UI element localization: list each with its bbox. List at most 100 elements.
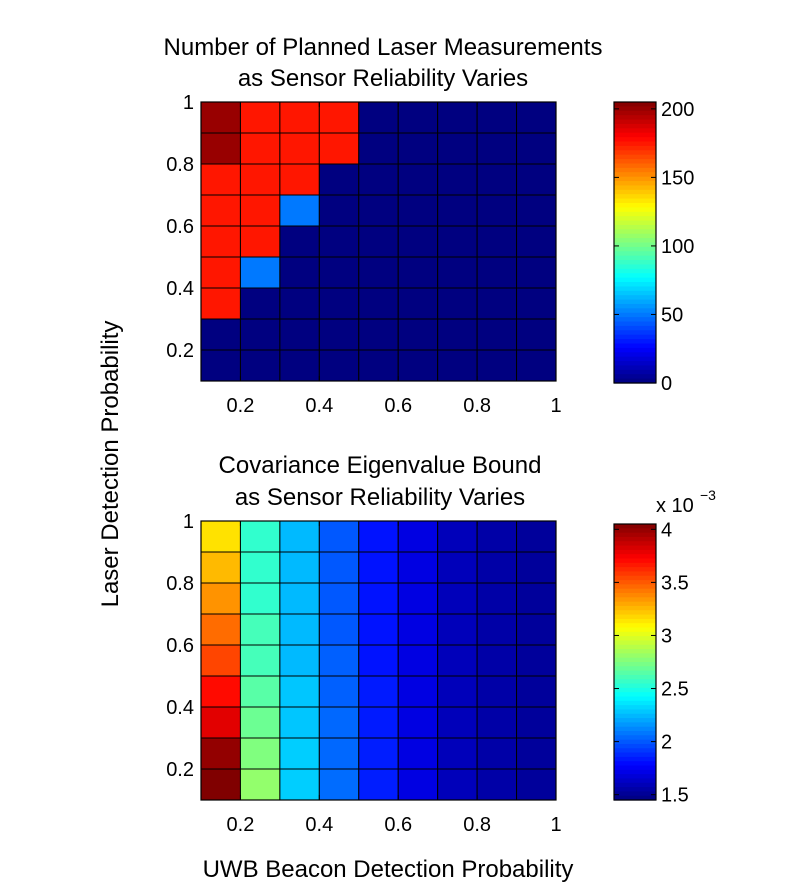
chart-top-colorbar-tick-label: 150 (661, 167, 694, 189)
chart-top-xtick-label: 1 (550, 395, 561, 417)
chart-bottom-cell-r8-c8 (516, 768, 557, 801)
chart-top-cell-r7-c7 (476, 318, 518, 351)
chart-bottom-cell-r0-c4 (358, 520, 399, 553)
chart-top-cell-r1-c0 (200, 132, 241, 165)
chart-top-colorbar-segment (614, 229, 656, 235)
chart-top-colorbar-segment (614, 167, 656, 173)
chart-bottom-colorbar-segment (614, 782, 656, 788)
chart-top-colorbar-segment (614, 361, 656, 367)
chart-bottom-cell-r1-c4 (358, 551, 399, 584)
chart-top-cell-r1-c4 (358, 132, 399, 165)
chart-top-cell-r7-c8 (516, 318, 557, 351)
chart-bottom-cell-r3-c6 (437, 613, 478, 646)
shared-xlabel: UWB Beacon Detection Probability (203, 856, 574, 883)
chart-top-cell-r6-c4 (358, 287, 399, 320)
chart-bottom-cell-r2-c4 (358, 582, 399, 615)
chart-bottom-colorbar-tick-label: 3 (661, 625, 672, 647)
chart-bottom-colorbar-segment (614, 571, 656, 577)
chart-top-cell-r5-c2 (279, 256, 320, 289)
chart-top-colorbar-segment (614, 343, 656, 349)
chart-bottom-cell-r5-c1 (239, 675, 281, 708)
chart-bottom-cell-r0-c5 (397, 520, 439, 553)
chart-top-cell-r3-c5 (397, 194, 439, 227)
chart-bottom-cells (200, 520, 557, 801)
chart-top-cell-r8-c7 (476, 349, 518, 382)
chart-top-colorbar-segment (614, 303, 656, 309)
chart-top-colorbar-segment (614, 308, 656, 314)
chart-top-colorbar-segment (614, 374, 656, 380)
chart-bottom-cell-r4-c2 (279, 644, 320, 677)
chart-top-cell-r4-c7 (476, 225, 518, 258)
chart-bottom-cell-r8-c1 (239, 768, 281, 801)
chart-bottom-colorbar-segment (614, 726, 656, 732)
chart-bottom-cell-r2-c8 (516, 582, 557, 615)
chart-bottom-colorbar-segment (614, 765, 656, 771)
chart-top-cell-r5-c8 (516, 256, 557, 289)
chart-bottom-cell-r8-c5 (397, 768, 439, 801)
chart-bottom-colorbar-tick-label: 3.5 (661, 572, 689, 594)
chart-bottom-cell-r3-c4 (358, 613, 399, 646)
chart-bottom-cell-r6-c7 (476, 706, 518, 739)
chart-top-colorbar-segment (614, 312, 656, 318)
chart-top-colorbar-segment (614, 347, 656, 353)
chart-top-cell-r8-c5 (397, 349, 439, 382)
chart-bottom-cell-r1-c5 (397, 551, 439, 584)
chart-top-cell-r4-c1 (239, 225, 281, 258)
chart-top-xtick-label: 0.8 (463, 395, 491, 417)
chart-bottom-colorbar-segment (614, 769, 656, 775)
chart-top-colorbar-segment (614, 137, 656, 143)
chart-top-cell-r6-c8 (516, 287, 557, 320)
chart-bottom-colorbar-segment (614, 554, 656, 560)
chart-bottom-xtick-label: 0.6 (384, 814, 412, 836)
chart-top-cell-r6-c5 (397, 287, 439, 320)
chart-bottom-cell-r7-c3 (318, 737, 360, 770)
chart-bottom-colorbar-frame (613, 523, 657, 801)
chart-bottom-colorbar-segment (614, 748, 656, 754)
chart-bottom-cell-r5-c7 (476, 675, 518, 708)
chart-bottom-cell-r4-c7 (476, 644, 518, 677)
chart-top-colorbar-segment (614, 242, 656, 248)
chart-top-colorbar-segment (614, 378, 656, 384)
chart-top-cell-r0-c4 (358, 101, 399, 134)
chart-bottom-cell-r5-c8 (516, 675, 557, 708)
chart-bottom-colorbar-segment (614, 670, 656, 676)
chart-bottom-colorbar-segment (614, 743, 656, 749)
chart-bottom-xtick-label: 0.4 (305, 814, 333, 836)
chart-bottom-cell-r0-c2 (279, 520, 320, 553)
chart-bottom-cell-r5-c4 (358, 675, 399, 708)
chart-top-cell-r2-c2 (279, 163, 320, 196)
chart-bottom-cell-r3-c8 (516, 613, 557, 646)
chart-top-cell-r7-c0 (200, 318, 241, 351)
chart-top-cell-r2-c1 (239, 163, 281, 196)
chart-top-cell-r7-c6 (437, 318, 478, 351)
chart-bottom-ytick-label: 0.4 (166, 697, 194, 719)
chart-top-xtick-label: 0.2 (227, 395, 255, 417)
chart-top-colorbar-segment (614, 352, 656, 358)
chart-top-colorbar-segment (614, 154, 656, 160)
chart-top-colorbar-tick-label: 100 (661, 236, 694, 258)
chart-top-cell-r7-c4 (358, 318, 399, 351)
chart-top-cell-r3-c3 (318, 194, 360, 227)
chart-bottom-cell-r2-c5 (397, 582, 439, 615)
chart-bottom-cell-r3-c2 (279, 613, 320, 646)
chart-top-cell-r2-c0 (200, 163, 241, 196)
chart-top-cell-r4-c2 (279, 225, 320, 258)
chart-bottom-colorbar-segment (614, 640, 656, 646)
chart-bottom-colorbar-segment (614, 722, 656, 728)
chart-bottom-colorbar-segment (614, 731, 656, 736)
chart-top-cell-r2-c4 (358, 163, 399, 196)
chart-bottom-cell-r1-c0 (200, 551, 241, 584)
chart-bottom-colorbar-segment (614, 795, 656, 801)
chart-bottom-cell-r6-c6 (437, 706, 478, 739)
chart-bottom-colorbar-segment (614, 679, 656, 685)
chart-top-cell-r7-c3 (318, 318, 360, 351)
chart-top-cell-r7-c2 (279, 318, 320, 351)
chart-top-cell-r7-c1 (239, 318, 281, 351)
chart-bottom-cell-r6-c5 (397, 706, 439, 739)
chart-bottom-colorbar-segment (614, 562, 656, 568)
chart-bottom-cell-r8-c3 (318, 768, 360, 801)
chart-top-cells (200, 101, 557, 382)
chart-top-cell-r2-c6 (437, 163, 478, 196)
chart-top-colorbar-segment (614, 216, 656, 222)
